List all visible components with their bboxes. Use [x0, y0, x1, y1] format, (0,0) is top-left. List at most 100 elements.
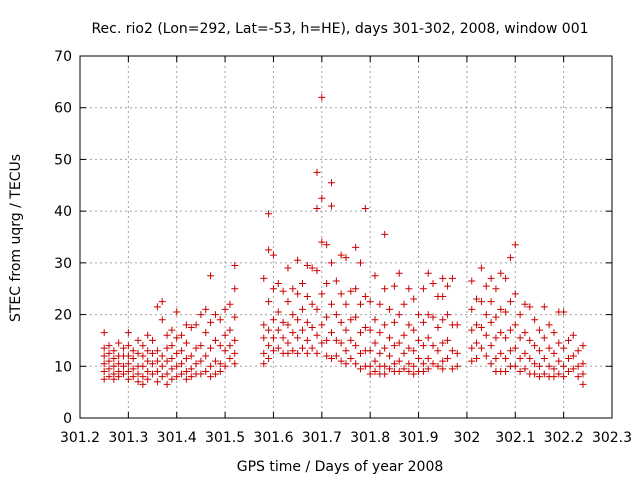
- data-point: [395, 339, 403, 347]
- data-point: [158, 362, 166, 370]
- data-point: [521, 365, 529, 373]
- data-point: [492, 285, 500, 293]
- data-point: [381, 362, 389, 370]
- data-point: [327, 259, 335, 267]
- data-point: [192, 344, 200, 352]
- data-point: [231, 349, 239, 357]
- data-point: [487, 342, 495, 350]
- data-point: [502, 308, 510, 316]
- data-point: [429, 280, 437, 288]
- data-point: [163, 344, 171, 352]
- data-point: [279, 318, 287, 326]
- data-point: [564, 367, 572, 375]
- data-point: [473, 321, 481, 329]
- data-point: [303, 261, 311, 269]
- data-point: [153, 357, 161, 365]
- data-point: [400, 365, 408, 373]
- data-point: [323, 352, 331, 360]
- data-point: [415, 311, 423, 319]
- data-point: [313, 331, 321, 339]
- data-point: [439, 274, 447, 282]
- data-point: [560, 344, 568, 352]
- data-point: [332, 336, 340, 344]
- data-point: [337, 357, 345, 365]
- data-point: [211, 370, 219, 378]
- data-point: [284, 298, 292, 306]
- data-point: [327, 329, 335, 337]
- x-tick-label: 301.7: [302, 430, 342, 446]
- data-point: [265, 246, 273, 254]
- data-point: [100, 375, 108, 383]
- data-point: [207, 373, 215, 381]
- data-point: [100, 344, 108, 352]
- data-point: [182, 367, 190, 375]
- data-point: [579, 370, 587, 378]
- data-point: [173, 362, 181, 370]
- data-point: [134, 378, 142, 386]
- data-point: [366, 298, 374, 306]
- data-point: [182, 339, 190, 347]
- data-point: [366, 362, 374, 370]
- data-point: [545, 321, 553, 329]
- data-point: [318, 93, 326, 101]
- data-point: [187, 373, 195, 381]
- data-point: [187, 324, 195, 331]
- data-point: [410, 347, 418, 355]
- data-point: [207, 272, 215, 280]
- data-point: [516, 311, 524, 319]
- data-point: [535, 373, 543, 381]
- data-point: [395, 357, 403, 365]
- data-point: [419, 360, 427, 368]
- data-point: [564, 355, 572, 363]
- data-point: [313, 168, 321, 176]
- data-point: [352, 243, 360, 251]
- y-tick-label: 30: [54, 256, 72, 272]
- data-point: [497, 329, 505, 337]
- data-point: [144, 375, 152, 383]
- data-point: [444, 336, 452, 344]
- data-point: [347, 355, 355, 363]
- data-point: [424, 334, 432, 342]
- data-point: [226, 355, 234, 363]
- data-point: [202, 305, 210, 313]
- data-point: [202, 367, 210, 375]
- data-point: [279, 334, 287, 342]
- data-point: [429, 360, 437, 368]
- x-tick-label: 301.4: [157, 430, 197, 446]
- x-tick-label: 301.8: [350, 430, 390, 446]
- data-point: [294, 316, 302, 324]
- data-point: [197, 342, 205, 350]
- data-point: [124, 367, 132, 375]
- data-point: [448, 347, 456, 355]
- data-point: [139, 342, 147, 350]
- data-point: [477, 264, 485, 272]
- data-point: [511, 321, 519, 329]
- x-tick-label: 302.2: [544, 430, 584, 446]
- data-point: [381, 230, 389, 238]
- data-point: [298, 280, 306, 288]
- data-point: [444, 355, 452, 363]
- data-point: [323, 241, 331, 249]
- data-point: [318, 290, 326, 298]
- data-point: [211, 357, 219, 365]
- data-point: [555, 370, 563, 378]
- data-point: [357, 329, 365, 337]
- data-point: [197, 311, 205, 319]
- data-point: [105, 365, 113, 373]
- data-point: [105, 342, 113, 350]
- data-point: [381, 344, 389, 352]
- y-tick-label: 0: [63, 411, 72, 427]
- data-point: [100, 352, 108, 360]
- data-point: [163, 380, 171, 388]
- data-point: [337, 339, 345, 347]
- data-point: [371, 339, 379, 347]
- data-point: [327, 202, 335, 210]
- data-point: [279, 287, 287, 295]
- data-point: [511, 290, 519, 298]
- data-point: [381, 321, 389, 329]
- data-point: [502, 367, 510, 375]
- data-point: [289, 347, 297, 355]
- data-point: [260, 321, 268, 329]
- data-point: [444, 282, 452, 290]
